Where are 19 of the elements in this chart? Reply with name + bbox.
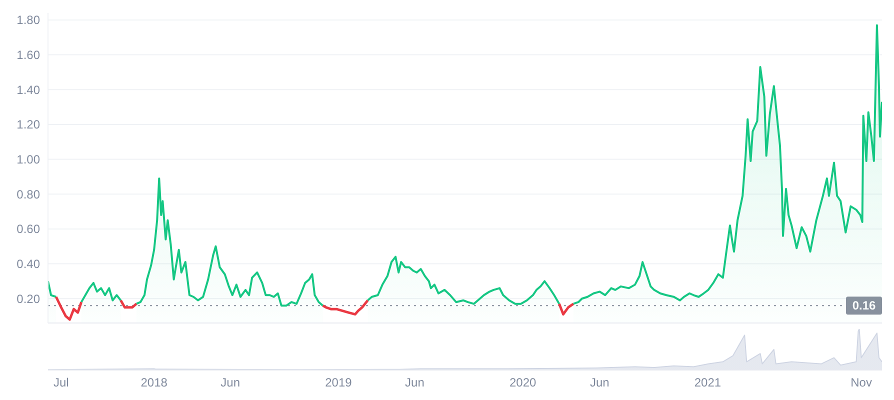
y-tick-label: 1.00 xyxy=(16,152,40,167)
x-tick-label: Jun xyxy=(405,376,424,390)
y-tick-label: 0.20 xyxy=(16,292,40,306)
y-tick-label: 0.60 xyxy=(16,222,40,236)
y-tick-label: 1.20 xyxy=(16,118,40,132)
ref-line-label: 0.16 xyxy=(852,298,876,313)
y-tick-label: 1.40 xyxy=(16,82,40,97)
y-tick-label: 1.60 xyxy=(16,48,40,62)
x-tick-label: Jun xyxy=(220,376,240,390)
x-tick-label: Jun xyxy=(590,376,610,390)
x-tick-label: 2019 xyxy=(325,376,352,390)
x-tick-label: 2020 xyxy=(509,376,537,390)
y-tick-label: 0.80 xyxy=(16,187,40,202)
y-tick-label: 0.40 xyxy=(16,257,40,272)
x-tick-label: Jul xyxy=(53,376,69,390)
y-tick-label: 1.80 xyxy=(16,13,40,28)
x-tick-label: Nov xyxy=(850,376,872,390)
x-tick-label: 2018 xyxy=(140,376,168,390)
x-tick-label: 2021 xyxy=(694,376,722,390)
